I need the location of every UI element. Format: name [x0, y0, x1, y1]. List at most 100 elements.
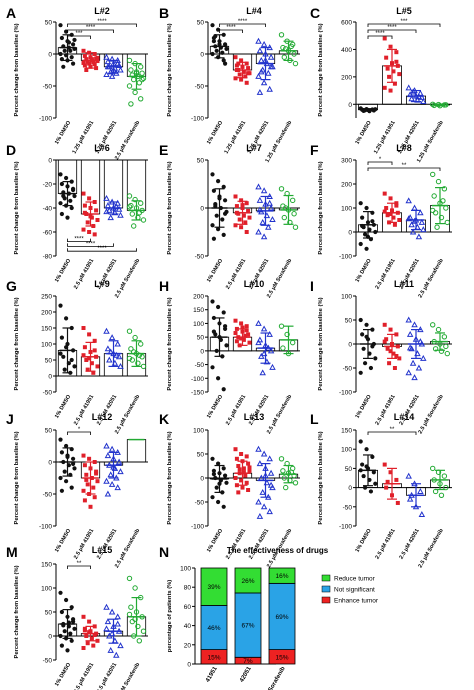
data-point-blue	[255, 445, 262, 452]
data-point-green	[437, 481, 443, 487]
legend-swatch	[321, 574, 331, 582]
y-tick-label: 50	[345, 318, 353, 325]
y-axis-label: Percent change from baseline (%)	[318, 161, 324, 254]
data-point-green	[131, 349, 137, 355]
data-point-black	[61, 459, 66, 465]
data-point-red	[87, 230, 92, 234]
data-point-red	[388, 88, 393, 93]
panel-I: I L#11 100 50 0 -50 -100 Percent change from ba…	[310, 278, 452, 435]
data-point-red	[234, 68, 239, 72]
legend-label: Enhance tumor	[334, 598, 379, 605]
data-label: 16%	[275, 573, 288, 580]
data-point-red	[84, 358, 89, 362]
data-point-black	[66, 191, 71, 196]
data-point-green	[443, 102, 449, 108]
data-point-blue	[114, 60, 121, 67]
data-point-red	[244, 230, 249, 234]
panel-title: The effectiveness of drugs	[227, 546, 329, 555]
y-tick-label: 100	[193, 321, 204, 328]
data-point-blue	[267, 63, 275, 70]
data-point-red	[92, 624, 97, 629]
data-point-green	[284, 331, 290, 338]
x-tick-label: 2.5 μM 42051	[96, 662, 118, 690]
significance-label: ****	[375, 31, 385, 37]
data-point-black	[358, 241, 363, 247]
data-point-black	[222, 211, 228, 216]
data-point-blue	[106, 461, 113, 468]
y-tick-label: 100	[41, 586, 52, 593]
data-point-black	[61, 44, 66, 49]
y-tick-label: 0	[48, 158, 52, 165]
y-tick-label: 100	[180, 566, 191, 573]
data-point-blue	[405, 84, 412, 91]
y-tick-label: 250	[41, 294, 52, 301]
data-point-red	[382, 339, 387, 344]
data-point-green	[126, 57, 133, 64]
data-point-blue	[263, 212, 271, 219]
data-point-blue	[113, 651, 120, 658]
x-tick-label: 1% DMSO	[355, 393, 374, 419]
data-point-red	[388, 349, 393, 354]
data-point-green	[136, 80, 142, 86]
data-point-red	[94, 471, 99, 476]
data-point-blue	[265, 493, 272, 500]
significance-label: **	[402, 163, 407, 169]
data-point-green	[133, 205, 140, 211]
data-point-blue	[405, 316, 412, 323]
x-tick-label: 1% DMSO	[206, 393, 225, 419]
y-tick-label: 100	[193, 428, 204, 435]
data-point-black	[216, 227, 221, 232]
x-tick-label: 1% DMSO	[54, 119, 73, 145]
data-point-black	[70, 617, 76, 622]
data-point-green	[443, 343, 449, 350]
data-point-black	[216, 376, 221, 381]
data-point-green	[441, 473, 448, 479]
data-point-green	[137, 341, 144, 347]
data-point-black	[218, 478, 223, 483]
data-point-black	[220, 50, 225, 55]
data-point-green	[278, 32, 285, 38]
data-point-red	[87, 61, 92, 66]
data-point-black	[58, 633, 63, 639]
data-point-blue	[265, 223, 272, 230]
x-tick-label: 2.5 μM Sorafenib	[266, 257, 294, 299]
significance-label: **	[77, 561, 82, 567]
data-point-blue	[104, 345, 112, 352]
panel-title: L#2	[94, 6, 110, 16]
y-axis-label: Percent change from baseline (%)	[167, 23, 173, 116]
data-point-black	[210, 51, 215, 57]
data-point-black	[368, 489, 374, 494]
data-point-black	[364, 246, 369, 251]
data-point-blue	[108, 198, 116, 205]
panel-letter-D: D	[6, 142, 16, 158]
y-axis-label: Percent change from baseline (%)	[167, 161, 173, 254]
significance-label: ****	[97, 246, 107, 252]
x-tick-label: 1.25 μM Sorafenib	[264, 119, 293, 163]
data-point-blue	[263, 358, 271, 365]
data-point-red	[95, 364, 100, 369]
legend-label: Not significant	[334, 587, 375, 594]
x-tick-label: 2.5 μM 41951	[375, 528, 397, 560]
data-point-blue	[411, 480, 418, 487]
y-tick-label: -50	[43, 658, 53, 665]
data-point-blue	[103, 71, 110, 77]
data-point-blue	[260, 325, 268, 332]
data-point-black	[213, 203, 218, 209]
data-point-red	[92, 52, 97, 56]
data-point-green	[431, 338, 437, 345]
y-axis-label: Percent change from baseline (%)	[318, 297, 324, 390]
data-point-black	[213, 475, 218, 481]
data-point-blue	[262, 200, 269, 207]
data-point-red	[92, 460, 97, 464]
data-point-black	[64, 203, 69, 208]
y-tick-label: 50	[45, 610, 53, 617]
data-point-blue	[113, 351, 120, 358]
data-point-red	[82, 498, 87, 503]
data-point-red	[240, 64, 245, 69]
significance-bracket	[367, 29, 417, 33]
y-tick-label: -100	[191, 524, 204, 531]
data-point-black	[58, 23, 63, 28]
data-point-green	[291, 211, 297, 217]
x-tick-label: 2.5 μM Sorafenib	[418, 527, 446, 569]
data-point-red	[233, 318, 238, 323]
